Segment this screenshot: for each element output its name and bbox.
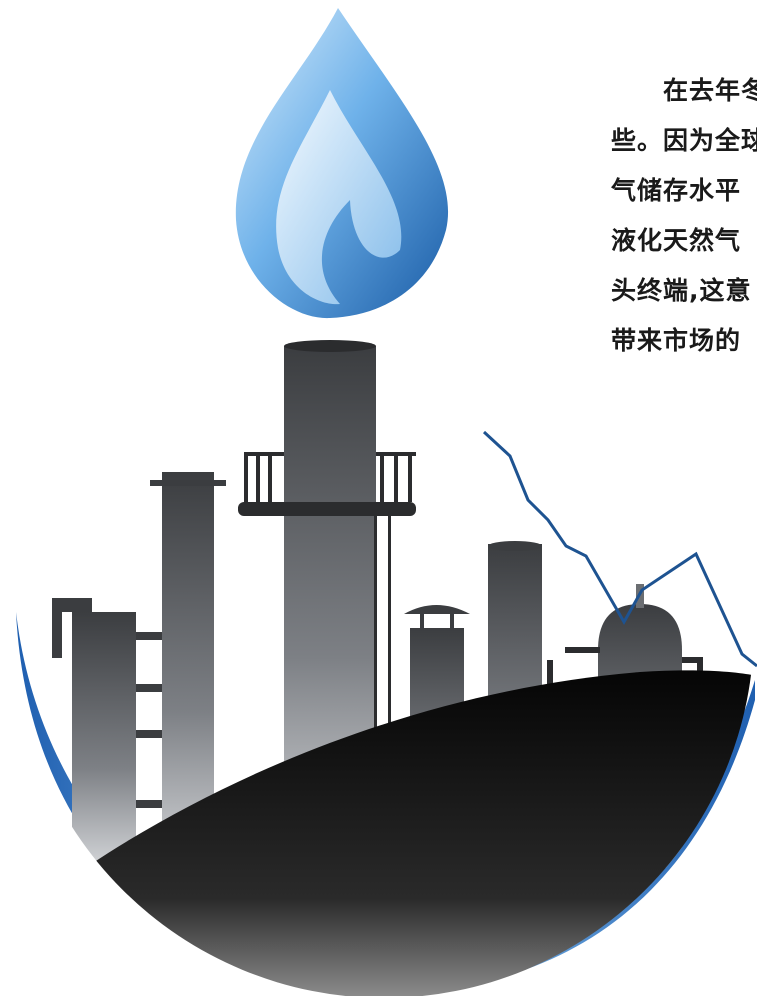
article-line: 液化天然气 [611, 226, 742, 255]
article-line: 带来市场的 [611, 326, 742, 355]
trend-line [482, 430, 757, 668]
article-text: 在去年冬 些。因为全球 气储存水平 液化天然气 头终端,这意 带来市场的 [611, 76, 757, 396]
article-line: 头终端,这意 [611, 276, 752, 305]
article-line: 气储存水平 [611, 176, 742, 205]
article-line: 些。因为全球 [611, 126, 757, 155]
flame-icon [235, 8, 449, 319]
article-line: 在去年冬 [663, 76, 757, 105]
refinery-skyline [40, 340, 754, 996]
